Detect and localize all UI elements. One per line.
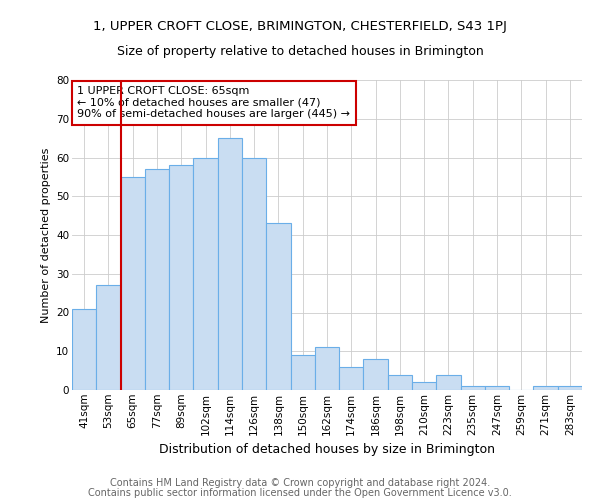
- Bar: [533, 386, 558, 390]
- Bar: [290, 355, 315, 390]
- Text: 1 UPPER CROFT CLOSE: 65sqm
← 10% of detached houses are smaller (47)
90% of semi: 1 UPPER CROFT CLOSE: 65sqm ← 10% of deta…: [77, 86, 350, 120]
- Y-axis label: Number of detached properties: Number of detached properties: [41, 148, 50, 322]
- Bar: [461, 386, 485, 390]
- Bar: [412, 382, 436, 390]
- Bar: [364, 359, 388, 390]
- Bar: [242, 158, 266, 390]
- Bar: [218, 138, 242, 390]
- Bar: [558, 386, 582, 390]
- X-axis label: Distribution of detached houses by size in Brimington: Distribution of detached houses by size …: [159, 443, 495, 456]
- Bar: [315, 348, 339, 390]
- Bar: [388, 374, 412, 390]
- Text: Contains public sector information licensed under the Open Government Licence v3: Contains public sector information licen…: [88, 488, 512, 498]
- Bar: [121, 177, 145, 390]
- Text: 1, UPPER CROFT CLOSE, BRIMINGTON, CHESTERFIELD, S43 1PJ: 1, UPPER CROFT CLOSE, BRIMINGTON, CHESTE…: [93, 20, 507, 33]
- Bar: [145, 169, 169, 390]
- Bar: [72, 308, 96, 390]
- Bar: [96, 286, 121, 390]
- Bar: [169, 165, 193, 390]
- Bar: [339, 367, 364, 390]
- Bar: [193, 158, 218, 390]
- Bar: [266, 224, 290, 390]
- Bar: [485, 386, 509, 390]
- Text: Contains HM Land Registry data © Crown copyright and database right 2024.: Contains HM Land Registry data © Crown c…: [110, 478, 490, 488]
- Text: Size of property relative to detached houses in Brimington: Size of property relative to detached ho…: [116, 45, 484, 58]
- Bar: [436, 374, 461, 390]
